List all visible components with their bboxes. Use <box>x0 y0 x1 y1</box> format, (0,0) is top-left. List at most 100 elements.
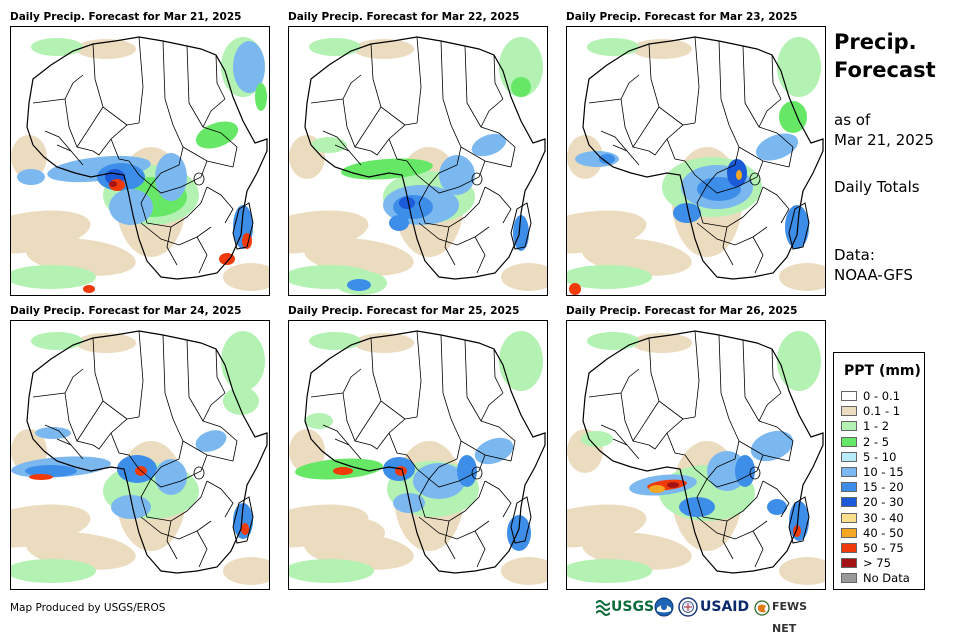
country-border <box>406 454 430 480</box>
usgs-wave-icon <box>596 600 610 616</box>
precip-blob <box>11 265 96 289</box>
country-border <box>370 337 406 420</box>
precip-blob <box>736 170 742 180</box>
country-border <box>310 74 362 104</box>
legend-label: 10 - 15 <box>863 465 904 479</box>
country-border <box>742 45 760 128</box>
precip-blob <box>289 559 374 583</box>
map-panel-5: Daily Precip. Forecast for Mar 25, 2025 <box>288 304 550 592</box>
legend-item: 1 - 2 <box>841 419 889 433</box>
country-border <box>718 334 730 420</box>
country-border <box>762 480 790 518</box>
legend-label: 50 - 75 <box>863 541 904 555</box>
country-border <box>480 420 516 462</box>
map-panel-2: Daily Precip. Forecast for Mar 22, 2025 <box>288 10 550 298</box>
precip-blob <box>673 203 701 223</box>
country-border <box>206 480 234 518</box>
legend-swatch <box>841 573 857 584</box>
country-border <box>310 368 362 398</box>
country-border <box>322 130 350 152</box>
precip-blob <box>309 332 361 350</box>
country-borders <box>304 36 546 280</box>
country-border <box>322 424 350 446</box>
country-border <box>76 106 104 148</box>
country-border <box>438 418 462 468</box>
precip-blob <box>399 197 415 209</box>
precip-blob <box>31 332 83 350</box>
precip-blob <box>471 133 507 157</box>
legend-item: 40 - 50 <box>841 526 904 540</box>
country-border <box>215 54 226 100</box>
precip-blob <box>581 431 613 447</box>
country-border <box>92 416 140 450</box>
precip-blob <box>779 263 825 291</box>
country-border <box>464 45 482 128</box>
legend-label: No Data <box>863 571 910 586</box>
precip-map <box>288 320 548 590</box>
country-border <box>588 368 640 398</box>
precip-field <box>289 331 547 585</box>
country-border <box>474 236 486 274</box>
lake-victoria <box>471 466 483 480</box>
country-border <box>92 122 140 156</box>
usaid-seal <box>678 597 698 619</box>
africa-coastline <box>304 330 546 574</box>
africa-coastline <box>26 36 268 280</box>
country-border <box>716 418 740 468</box>
country-borders <box>304 330 546 574</box>
legend-swatch <box>841 543 857 553</box>
precip-blob <box>333 467 353 475</box>
country-border <box>166 226 178 266</box>
precip-blob <box>567 559 652 583</box>
country-border <box>388 432 408 456</box>
country-border <box>648 416 696 450</box>
precip-blob <box>755 133 799 161</box>
precip-blob <box>389 215 409 231</box>
precip-blob <box>779 101 807 133</box>
africa-coastline <box>582 36 824 280</box>
precip-blob <box>735 455 755 487</box>
country-border <box>202 98 226 128</box>
precip-blob <box>76 333 136 353</box>
country-border <box>684 160 708 186</box>
precip-map <box>10 320 270 590</box>
precip-blob <box>457 455 477 487</box>
precip-blob <box>255 83 267 111</box>
madagascar-outline <box>510 202 532 250</box>
madagascar-outline <box>232 496 254 544</box>
data-source: Data: NOAA-GFS <box>834 245 964 285</box>
country-border <box>752 530 764 568</box>
panel-title: Daily Precip. Forecast for Mar 21, 2025 <box>10 11 242 23</box>
precip-blob <box>501 557 547 585</box>
country-border <box>196 236 208 274</box>
precip-field <box>11 331 269 585</box>
precip-blob <box>25 465 77 477</box>
precip-blob <box>341 158 433 180</box>
country-border <box>140 222 212 246</box>
precip-blob <box>767 499 787 515</box>
fewsnet-logo-text: FEWS NET <box>772 600 808 635</box>
country-border <box>110 432 130 456</box>
africa-map-svg <box>11 36 269 293</box>
country-border <box>648 337 684 420</box>
country-border <box>32 368 84 398</box>
country-border <box>202 392 226 422</box>
precip-blob <box>587 38 639 56</box>
country-border <box>493 54 504 100</box>
precip-blob <box>632 39 692 59</box>
precip-blob <box>354 39 414 59</box>
legend-swatch <box>841 406 857 417</box>
africa-map-svg <box>11 330 269 585</box>
country-border <box>44 424 72 446</box>
legend-label: 0 - 0.1 <box>863 389 901 403</box>
country-border <box>32 74 84 104</box>
legend-label: 40 - 50 <box>863 525 904 540</box>
country-border <box>722 520 734 560</box>
africa-coastline <box>304 36 546 280</box>
precip-blob <box>413 463 465 499</box>
country-border <box>612 438 640 460</box>
country-border <box>388 138 408 162</box>
precip-blob <box>347 279 371 291</box>
precip-map <box>566 320 826 590</box>
